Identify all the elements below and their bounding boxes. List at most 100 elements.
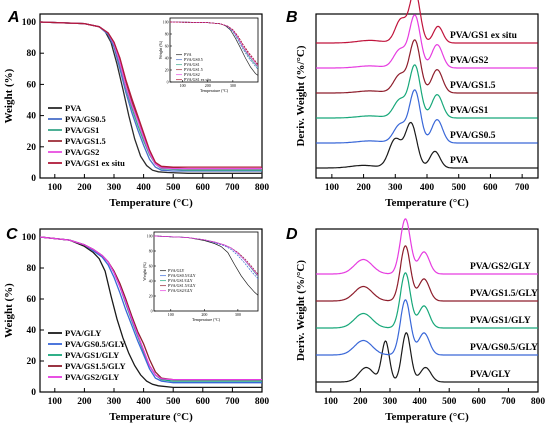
panel-c-y-axis-title: Weight (%) (3, 283, 15, 338)
panel-letter-d: D (286, 226, 298, 243)
panel-b-series-pva-gs0-5 (316, 89, 538, 144)
panel-a-inset-ytick-label-80: 80 (165, 32, 169, 36)
panel-a-inset-ytick-label-0: 0 (167, 80, 169, 84)
panel-a-series-pva-gs1-ex-situ (39, 21, 262, 168)
panel-d-xtick-label-200: 200 (353, 397, 368, 407)
panel-c-inset-xtick-label-300: 300 (235, 312, 241, 317)
panel-b-xtick-label-500: 500 (452, 183, 467, 193)
panel-d-series-pva-gs2-gly (316, 218, 538, 275)
panel-d-xtick-label-700: 700 (501, 397, 516, 407)
panel-a-inset-xtick-label-200: 200 (205, 83, 211, 88)
panel-b-xtick-label-600: 600 (483, 183, 498, 193)
panel-a-xtick-label-800: 800 (255, 183, 270, 193)
panel-b-series-pva-gs2 (316, 14, 538, 69)
panel-b-series-pva (316, 121, 538, 169)
panel-c-inset-legend-label-pva-gly: PVA/GLY (168, 268, 185, 273)
panel-b-xtick-label-300: 300 (388, 183, 403, 193)
panel-d-series-pva-gs1-gly (316, 272, 538, 329)
panel-a-inset-legend-label-pva: PVA (184, 52, 192, 57)
panel-c-inset-x-axis-title: Temperature (°C) (192, 317, 221, 322)
panel-letter-b: B (286, 9, 298, 26)
panel-d-xtick-label-400: 400 (412, 397, 427, 407)
panel-d-xtick-label-600: 600 (472, 397, 487, 407)
panel-c-xtick-label-100: 100 (48, 397, 63, 407)
panel-b-xtick-label-700: 700 (515, 183, 530, 193)
panel-a-plot-frame (39, 13, 263, 179)
panel-a-ytick-label-100: 100 (22, 18, 37, 28)
panel-a-inset-xtick-label-300: 300 (230, 83, 236, 88)
panel-b-label-pva-gs1: PVA/GS1 (450, 106, 489, 116)
panel-a-inset-frame (169, 17, 259, 83)
panel-a-xtick-label-600: 600 (196, 183, 211, 193)
panel-d-y-axis-title: Deriv. Weight (%/°C) (295, 260, 307, 361)
panel-c-inset-ytick-label-0: 0 (151, 309, 153, 313)
panel-d-axes: 100 200 300 400 500 600 700 800 Temperature (°C)… (295, 218, 545, 423)
panel-c-legend-label-pva-gs1-gly: PVA/GS1/GLY (65, 350, 119, 360)
panel-a-inset-series-group (170, 21, 258, 76)
panel-a-xtick-label-100: 100 (48, 183, 63, 193)
panel-a-inset-x-axis-title: Temperature (°C) (200, 88, 229, 93)
panel-a-inset-xtick-label-100: 100 (180, 83, 186, 88)
panel-d-label-pva-gly: PVA/GLY (470, 370, 511, 380)
panel-c-inset-ytick-label-60: 60 (149, 264, 153, 268)
panel-letter-a: A (7, 9, 20, 26)
panel-a-ytick-label-40: 40 (27, 112, 37, 122)
panel-c-inset-y-axis-title: Weight (%) (142, 262, 147, 281)
panel-c-legend-label-pva-gs0-5-gly: PVA/GS0.5/GLY (65, 339, 126, 349)
panel-c-inset-ytick-label-20: 20 (149, 294, 153, 298)
panel-c-xtick-label-400: 400 (136, 397, 151, 407)
panel-b-label-pva: PVA (450, 156, 468, 166)
panel-a-series-pva-gs0-5 (39, 21, 262, 172)
panel-d-label-pva-gs0-5-gly: PVA/GS0.5/GLY (470, 343, 538, 353)
panel-c-inset-legend-label-pva-gs1-gly: PVA/GS1/GLY (168, 278, 193, 283)
panel-d-xtick-label-300: 300 (383, 397, 398, 407)
panel-d-label-pva-gs1-5-gly: PVA/GS1.5/GLY (470, 289, 538, 299)
panel-d-series-pva-gs0-5-gly (316, 299, 538, 356)
panel-c-ytick-label-40: 40 (27, 326, 37, 336)
panel-letter-c: C (6, 226, 18, 243)
panel-c-series-pva-gs2-gly (39, 236, 262, 381)
panel-b-label-pva-gs1-5: PVA/GS1.5 (450, 81, 496, 91)
panel-c-legend-label-pva-gs1-5-gly: PVA/GS1.5/GLY (65, 361, 126, 371)
panel-c-inset-series-group (154, 235, 258, 296)
panel-a-legend-label-pva-gs1-5: PVA/GS1.5 (65, 136, 106, 146)
panel-c-plot-frame (39, 228, 263, 393)
panel-a-y-axis-title: Weight (%) (3, 68, 15, 123)
panel-a-inset-ytick-label-100: 100 (163, 20, 169, 24)
panel-c-xtick-label-700: 700 (225, 397, 240, 407)
panel-d-series-pva-gs1-5-gly (316, 245, 538, 302)
panel-c-inset-legend-label-pva-gs1-5-gly: PVA/GS1.5/GLY (168, 283, 196, 288)
panel-b-series-pva-gs1-ex-situ (316, 0, 538, 44)
panel-c-xtick-label-600: 600 (196, 397, 211, 407)
panel-a-inset-series-pva-gs1-ex-situ (170, 21, 258, 66)
panel-a-xtick-label-200: 200 (77, 183, 92, 193)
panel-c-ytick-label-60: 60 (27, 295, 37, 305)
panel-c-xtick-label-800: 800 (255, 397, 270, 407)
panel-a-xtick-label-500: 500 (166, 183, 181, 193)
panel-c-legend-label-pva-gly: PVA/GLY (65, 328, 101, 338)
panel-d-label-pva-gs2-gly: PVA/GS2/GLY (470, 262, 531, 272)
panel-a-x-axis-title: Temperature (°C) (109, 197, 193, 209)
panel-c-ytick-label-0: 0 (31, 388, 36, 398)
panel-b-xtick-label-400: 400 (420, 183, 435, 193)
panel-c-xtick-label-200: 200 (77, 397, 92, 407)
panel-d-xtick-label-500: 500 (442, 397, 457, 407)
panel-d-series-pva-gly (316, 332, 538, 383)
panel-c-inset-ytick-label-100: 100 (147, 234, 153, 238)
panel-b-xtick-label-100: 100 (325, 183, 340, 193)
panel-a-legend-label-pva-gs2: PVA/GS2 (65, 147, 99, 157)
panel-c-ytick-label-100: 100 (22, 233, 37, 243)
panel-c-ytick-label-80: 80 (27, 264, 37, 274)
panel-c-inset: 100 200 300 0 20 40 60 80 100 Temperature (°C) Wei… (142, 231, 259, 322)
panel-c-inset-legend-label-pva-gs0-5-gly: PVA/GS0.5/GLY (168, 273, 196, 278)
panel-b-series-pva-gs1-5 (316, 39, 538, 94)
panel-a-ytick-label-0: 0 (31, 174, 36, 184)
panel-a-ytick-label-60: 60 (27, 80, 37, 90)
panel-c-series-pva-gs0-5-gly (39, 236, 262, 384)
panel-d-xtick-label-100: 100 (324, 397, 339, 407)
panel-b-y-axis-title: Deriv. Weight (%/°C) (295, 45, 307, 146)
panel-c-inset-ytick-label-80: 80 (149, 249, 153, 253)
panel-c-inset-series-pva-gly (154, 235, 258, 296)
